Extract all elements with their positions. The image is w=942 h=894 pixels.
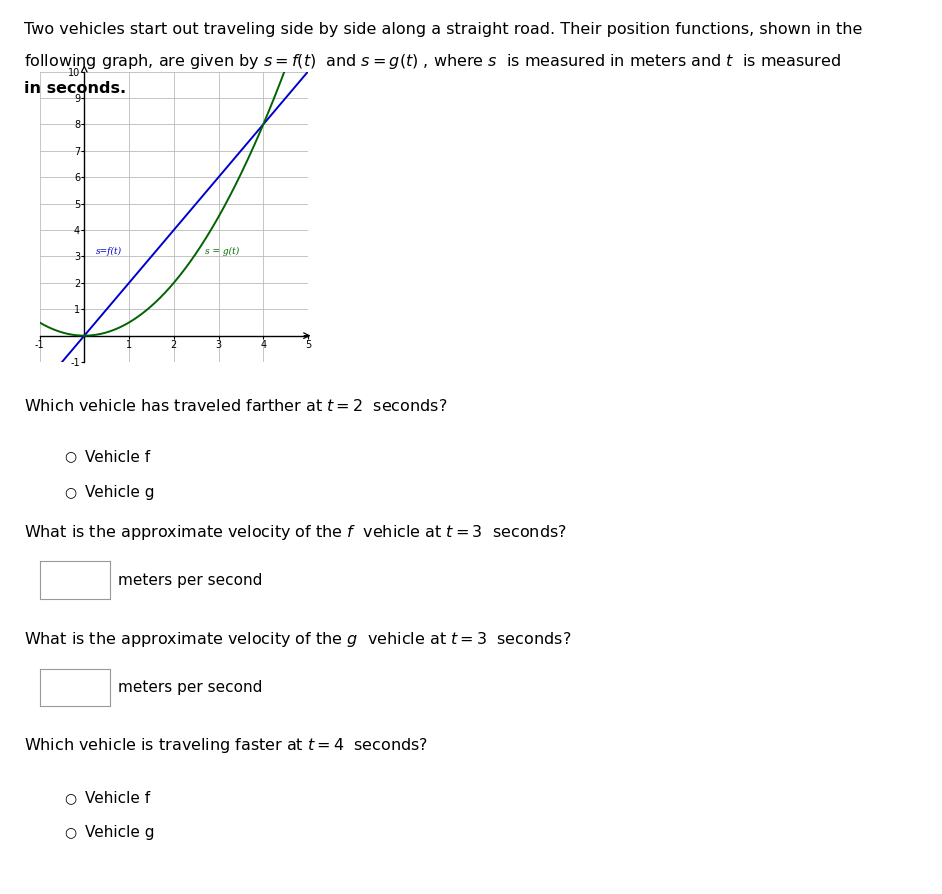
- Text: in seconds.: in seconds.: [24, 81, 125, 97]
- Text: Vehicle g: Vehicle g: [85, 825, 154, 840]
- Text: s=f(t): s=f(t): [95, 247, 122, 256]
- Text: ○: ○: [64, 450, 76, 464]
- Text: Vehicle g: Vehicle g: [85, 485, 154, 501]
- Text: following graph, are given by $s = f(t)$  and $s = g(t)$ , where $s$  is measure: following graph, are given by $s = f(t)$…: [24, 52, 840, 71]
- Text: ○: ○: [64, 825, 76, 839]
- Text: Vehicle f: Vehicle f: [85, 791, 150, 806]
- Text: ○: ○: [64, 791, 76, 805]
- Text: What is the approximate velocity of the $f$  vehicle at $t = 3$  seconds?: What is the approximate velocity of the …: [24, 523, 566, 542]
- Text: Two vehicles start out traveling side by side along a straight road. Their posit: Two vehicles start out traveling side by…: [24, 22, 862, 38]
- Text: Which vehicle has traveled farther at $t = 2$  seconds?: Which vehicle has traveled farther at $t…: [24, 398, 447, 414]
- Text: meters per second: meters per second: [118, 680, 262, 695]
- Text: What is the approximate velocity of the $g$  vehicle at $t = 3$  seconds?: What is the approximate velocity of the …: [24, 630, 571, 649]
- Text: Vehicle f: Vehicle f: [85, 450, 150, 465]
- Text: s = g(t): s = g(t): [205, 247, 239, 256]
- Text: meters per second: meters per second: [118, 573, 262, 587]
- Text: Which vehicle is traveling faster at $t = 4$  seconds?: Which vehicle is traveling faster at $t …: [24, 736, 428, 755]
- Text: ○: ○: [64, 485, 76, 500]
